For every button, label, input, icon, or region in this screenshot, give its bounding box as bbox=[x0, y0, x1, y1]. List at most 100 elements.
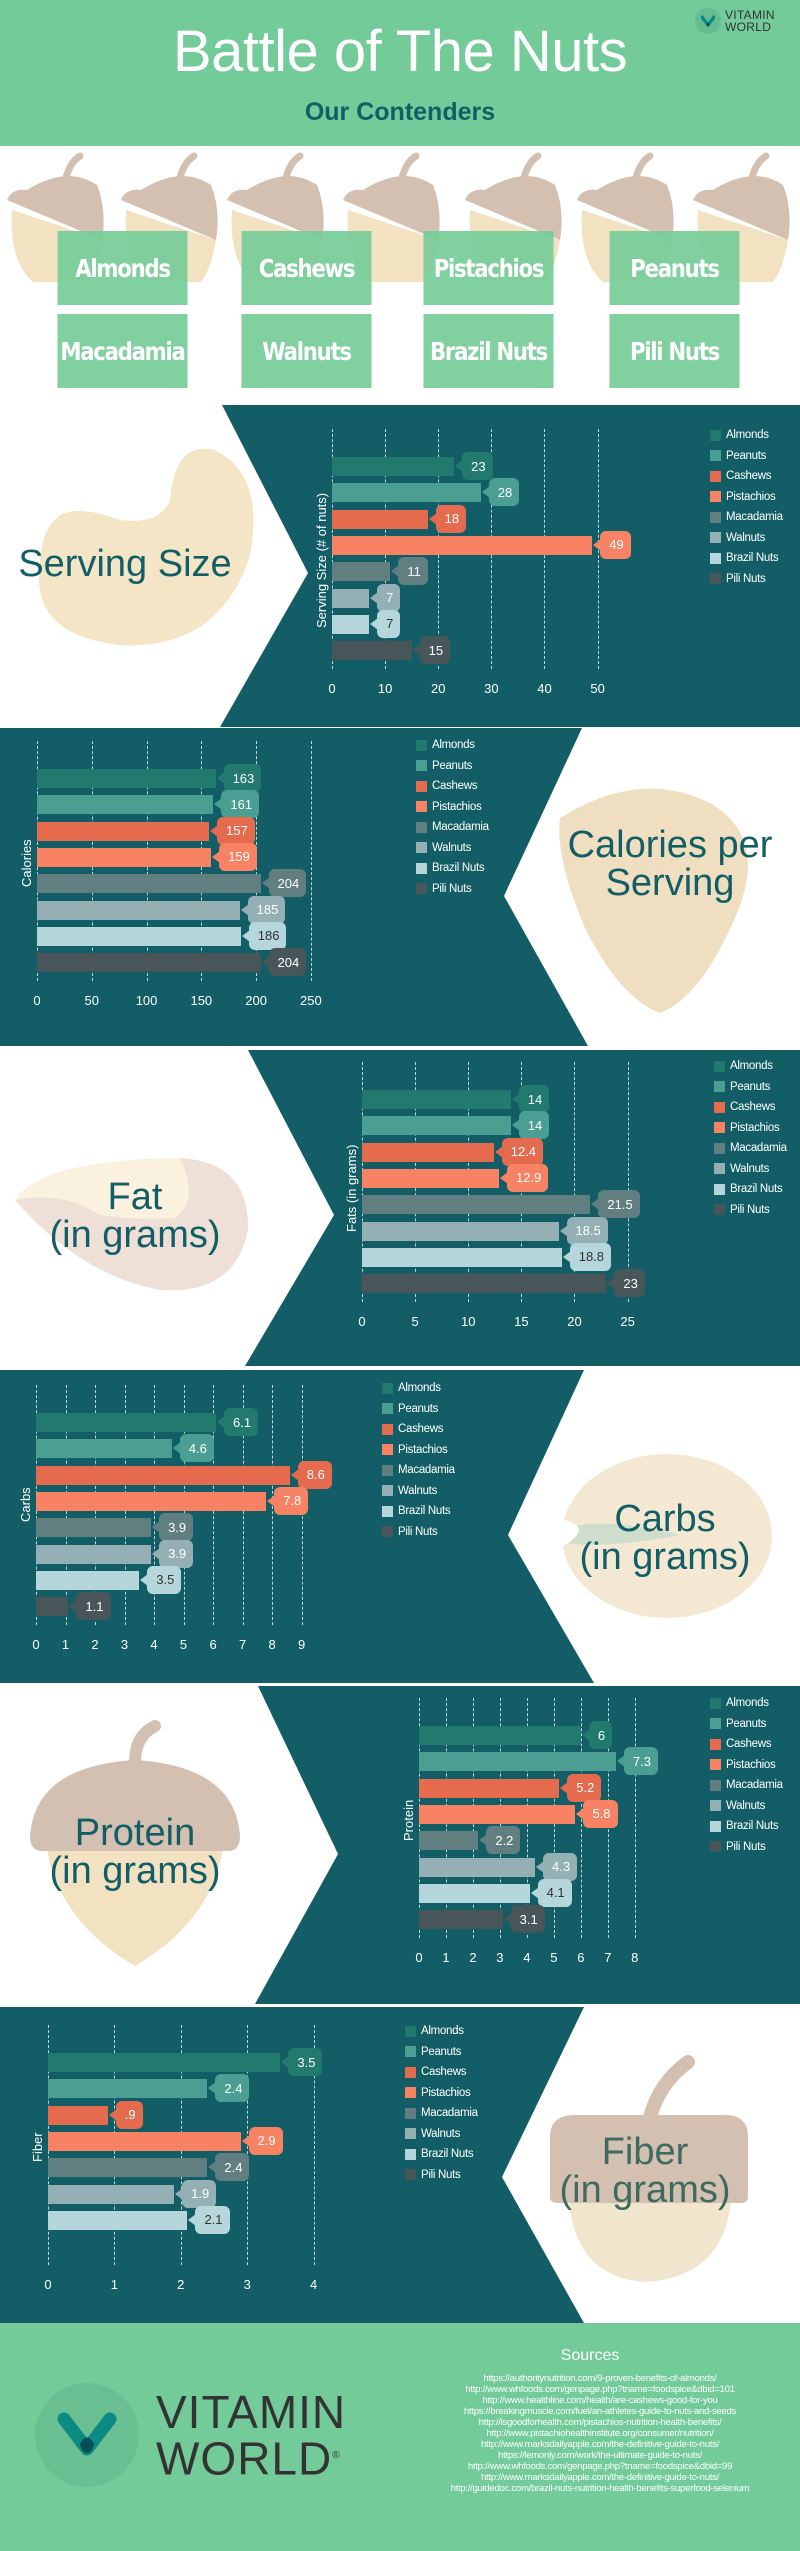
bar-brazil-nuts[interactable] bbox=[36, 1570, 140, 1590]
legend-item[interactable]: Brazil Nuts bbox=[710, 1816, 783, 1837]
bar-peanuts[interactable] bbox=[37, 795, 214, 815]
legend-item[interactable]: Walnuts bbox=[714, 1159, 787, 1180]
legend-item[interactable]: Walnuts bbox=[710, 1796, 783, 1817]
bar-walnuts[interactable] bbox=[362, 1221, 559, 1241]
legend-item[interactable]: Macadamia bbox=[416, 817, 489, 838]
bar-almonds[interactable] bbox=[332, 457, 455, 476]
legend-item[interactable]: Cashews bbox=[416, 776, 489, 797]
bar-macadamia[interactable] bbox=[332, 562, 391, 582]
source-link[interactable]: https://breakingmuscle.com/fuel/an-athle… bbox=[463, 2406, 737, 2417]
legend-item[interactable]: Macadamia bbox=[382, 1460, 455, 1481]
bar-brazil-nuts[interactable] bbox=[48, 2210, 188, 2230]
legend-item[interactable]: Pistachios bbox=[714, 1118, 787, 1139]
bar-cashews[interactable] bbox=[332, 509, 428, 529]
source-link[interactable]: http://www.pistachiohealthinstitute.org/… bbox=[486, 2428, 714, 2439]
legend-item[interactable]: Peanuts bbox=[710, 1714, 783, 1735]
bar-peanuts[interactable] bbox=[362, 1116, 511, 1136]
legend-item[interactable]: Almonds bbox=[416, 735, 489, 756]
legend-item[interactable]: Macadamia bbox=[710, 1775, 783, 1796]
legend-item[interactable]: Pistachios bbox=[710, 1755, 783, 1776]
bar-almonds[interactable] bbox=[37, 769, 216, 788]
legend-item[interactable]: Pistachios bbox=[416, 797, 489, 818]
legend-item[interactable]: Macadamia bbox=[710, 507, 783, 528]
bar-pili-nuts[interactable] bbox=[37, 953, 261, 973]
legend-item[interactable]: Walnuts bbox=[416, 838, 489, 859]
bar-peanuts[interactable] bbox=[419, 1752, 616, 1772]
bar-macadamia[interactable] bbox=[36, 1518, 152, 1538]
legend-item[interactable]: Macadamia bbox=[405, 2103, 478, 2124]
bar-almonds[interactable] bbox=[362, 1090, 511, 1109]
legend-item[interactable]: Cashews bbox=[710, 466, 783, 487]
bar-brazil-nuts[interactable] bbox=[362, 1247, 562, 1267]
source-link[interactable]: https://lemonly.com/work/the-ultimate-gu… bbox=[498, 2450, 702, 2461]
bar-pili-nuts[interactable] bbox=[332, 641, 412, 661]
source-link[interactable]: http://www.whfoods.com/genpage.php?tname… bbox=[465, 2384, 735, 2395]
legend-item[interactable]: Cashews bbox=[710, 1734, 783, 1755]
legend-item[interactable]: Pili Nuts bbox=[710, 1837, 783, 1858]
source-link[interactable]: http://www.whfoods.com/genpage.php?tname… bbox=[467, 2461, 733, 2472]
source-link[interactable]: http://www.marksdailyapple.com/the-defin… bbox=[481, 2472, 719, 2483]
bar-pistachios[interactable] bbox=[48, 2131, 241, 2151]
legend-item[interactable]: Pili Nuts bbox=[405, 2165, 478, 2186]
bar-brazil-nuts[interactable] bbox=[419, 1883, 530, 1903]
legend-item[interactable]: Pili Nuts bbox=[382, 1522, 455, 1543]
legend-item[interactable]: Almonds bbox=[382, 1378, 455, 1399]
legend-item[interactable]: Almonds bbox=[710, 1693, 783, 1714]
legend-item[interactable]: Brazil Nuts bbox=[714, 1179, 787, 1200]
legend-item[interactable]: Brazil Nuts bbox=[382, 1501, 455, 1522]
legend-item[interactable]: Cashews bbox=[714, 1097, 787, 1118]
vitamin-world-logo-large[interactable]: VITAMIN WORLD® bbox=[35, 2383, 346, 2487]
legend-item[interactable]: Peanuts bbox=[714, 1077, 787, 1098]
bar-walnuts[interactable] bbox=[37, 900, 240, 920]
bar-macadamia[interactable] bbox=[37, 874, 261, 894]
bar-walnuts[interactable] bbox=[419, 1857, 535, 1877]
bar-cashews[interactable] bbox=[48, 2105, 108, 2125]
bar-cashews[interactable] bbox=[362, 1142, 494, 1162]
legend-item[interactable]: Almonds bbox=[714, 1056, 787, 1077]
vitamin-world-logo[interactable]: VITAMIN WORLD bbox=[695, 8, 775, 34]
bar-peanuts[interactable] bbox=[48, 2079, 208, 2099]
source-link[interactable]: https://authoritynutrition.com/9-proven-… bbox=[483, 2373, 717, 2384]
bar-pili-nuts[interactable] bbox=[36, 1597, 69, 1617]
bar-macadamia[interactable] bbox=[419, 1831, 479, 1851]
bar-almonds[interactable] bbox=[48, 2053, 281, 2072]
bar-almonds[interactable] bbox=[419, 1726, 581, 1745]
bar-pistachios[interactable] bbox=[332, 535, 593, 555]
legend-item[interactable]: Pili Nuts bbox=[416, 879, 489, 900]
source-link[interactable]: http://www.marksdailyapple.com/the-defin… bbox=[481, 2439, 719, 2450]
legend-item[interactable]: Walnuts bbox=[382, 1481, 455, 1502]
legend-item[interactable]: Peanuts bbox=[416, 756, 489, 777]
legend-item[interactable]: Pili Nuts bbox=[714, 1200, 787, 1221]
bar-brazil-nuts[interactable] bbox=[332, 614, 370, 634]
bar-pistachios[interactable] bbox=[37, 847, 212, 867]
bar-peanuts[interactable] bbox=[332, 483, 481, 503]
source-link[interactable]: http://isgoodforhealth.com/pistachios-nu… bbox=[478, 2417, 722, 2428]
source-link[interactable]: http://guidedoc.com/brazil-nuts-nutritio… bbox=[450, 2483, 750, 2494]
legend-item[interactable]: Peanuts bbox=[710, 446, 783, 467]
legend-item[interactable]: Pistachios bbox=[710, 487, 783, 508]
bar-walnuts[interactable] bbox=[48, 2184, 175, 2204]
bar-brazil-nuts[interactable] bbox=[37, 926, 241, 946]
bar-pili-nuts[interactable] bbox=[419, 1910, 503, 1930]
legend-item[interactable]: Cashews bbox=[382, 1419, 455, 1440]
legend-item[interactable]: Peanuts bbox=[405, 2042, 478, 2063]
legend-item[interactable]: Brazil Nuts bbox=[710, 548, 783, 569]
legend-item[interactable]: Pili Nuts bbox=[710, 569, 783, 590]
legend-item[interactable]: Walnuts bbox=[710, 528, 783, 549]
bar-pistachios[interactable] bbox=[419, 1804, 576, 1824]
legend-item[interactable]: Macadamia bbox=[714, 1138, 787, 1159]
bar-almonds[interactable] bbox=[36, 1413, 217, 1432]
bar-cashews[interactable] bbox=[37, 821, 209, 841]
legend-item[interactable]: Walnuts bbox=[405, 2124, 478, 2145]
bar-walnuts[interactable] bbox=[332, 588, 370, 608]
legend-item[interactable]: Brazil Nuts bbox=[416, 858, 489, 879]
legend-item[interactable]: Pistachios bbox=[405, 2083, 478, 2104]
source-link[interactable]: http://www.healthline.com/health/are-cas… bbox=[482, 2395, 718, 2406]
bar-macadamia[interactable] bbox=[362, 1195, 591, 1215]
legend-item[interactable]: Almonds bbox=[405, 2021, 478, 2042]
bar-walnuts[interactable] bbox=[36, 1544, 152, 1564]
bar-cashews[interactable] bbox=[419, 1778, 560, 1798]
bar-pili-nuts[interactable] bbox=[362, 1274, 607, 1294]
legend-item[interactable]: Peanuts bbox=[382, 1399, 455, 1420]
bar-macadamia[interactable] bbox=[48, 2158, 208, 2178]
